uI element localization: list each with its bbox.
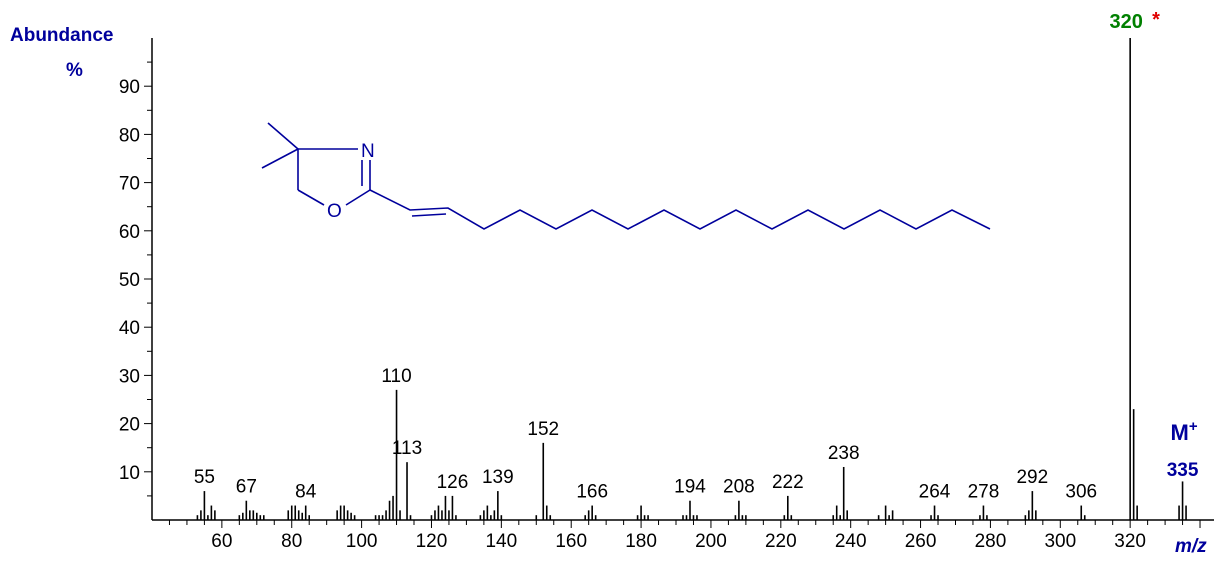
x-tick-label: 280 bbox=[975, 531, 1007, 552]
peak-label: 278 bbox=[968, 482, 1000, 503]
x-tick-label: 180 bbox=[625, 531, 657, 552]
molecular-ion-symbol: M bbox=[1171, 420, 1189, 445]
x-tick-label: 220 bbox=[765, 531, 797, 552]
y-ticks: 10 20 30 40 50 60 70 80 90 bbox=[119, 61, 152, 497]
x-tick-label: 160 bbox=[555, 531, 587, 552]
x-tick-label: 100 bbox=[346, 531, 378, 552]
nitrogen-atom-label: N bbox=[361, 141, 375, 162]
y-axis-unit: % bbox=[66, 60, 83, 81]
x-tick-label: 260 bbox=[905, 531, 937, 552]
peak-label: 152 bbox=[527, 419, 559, 440]
peak-label: 238 bbox=[828, 443, 860, 464]
peak-label: 113 bbox=[392, 438, 422, 459]
x-tick-label: 80 bbox=[281, 531, 302, 552]
peak-label: 208 bbox=[723, 477, 755, 498]
x-axis-label: m/z bbox=[1175, 536, 1207, 557]
x-ticks: 60 80 100 120 140 160 180 200 220 240 260 280 300 320 bbox=[168, 520, 1201, 552]
peak-label: 264 bbox=[919, 482, 951, 503]
spectrum-bars bbox=[196, 38, 1187, 520]
oxygen-atom-label: O bbox=[327, 201, 342, 222]
x-tick-label: 140 bbox=[485, 531, 517, 552]
x-tick-label: 300 bbox=[1044, 531, 1076, 552]
peak-label: 306 bbox=[1065, 482, 1097, 503]
y-axis-label: Abundance bbox=[10, 25, 113, 46]
peak-label: 126 bbox=[437, 472, 469, 493]
molecular-ion-charge: + bbox=[1189, 418, 1198, 435]
oxazoline-structure-icon bbox=[261, 122, 991, 230]
peak-label: 67 bbox=[236, 477, 257, 498]
y-tick-label: 30 bbox=[119, 366, 140, 387]
base-peak-label: 320 bbox=[1109, 11, 1142, 33]
y-tick-label: 40 bbox=[119, 318, 140, 339]
peak-labels: 55 67 84 110 113 126 139 152 166 194 208 222 238 264 2… bbox=[194, 366, 1097, 503]
base-peak-marker: * bbox=[1152, 9, 1160, 31]
peak-label: 84 bbox=[295, 482, 317, 503]
molecular-ion-value: 335 bbox=[1167, 460, 1199, 481]
y-tick-label: 90 bbox=[119, 77, 140, 98]
peak-label: 139 bbox=[482, 467, 514, 488]
peak-label: 222 bbox=[772, 472, 804, 493]
y-tick-label: 60 bbox=[119, 222, 140, 243]
y-tick-label: 10 bbox=[119, 463, 140, 484]
y-tick-label: 80 bbox=[119, 125, 140, 146]
molecular-ion-label: M+ bbox=[1171, 418, 1198, 445]
y-tick-label: 50 bbox=[119, 270, 140, 291]
y-tick-label: 20 bbox=[119, 415, 140, 436]
peak-label: 55 bbox=[194, 467, 215, 488]
peak-label: 292 bbox=[1016, 467, 1048, 488]
peak-label: 110 bbox=[381, 366, 411, 387]
peak-label: 194 bbox=[674, 477, 706, 498]
peak-label: 166 bbox=[576, 482, 608, 503]
x-tick-label: 320 bbox=[1114, 531, 1146, 552]
x-tick-label: 60 bbox=[211, 531, 232, 552]
y-tick-label: 70 bbox=[119, 174, 140, 195]
x-tick-label: 120 bbox=[416, 531, 448, 552]
x-tick-label: 240 bbox=[835, 531, 867, 552]
x-tick-label: 200 bbox=[695, 531, 727, 552]
